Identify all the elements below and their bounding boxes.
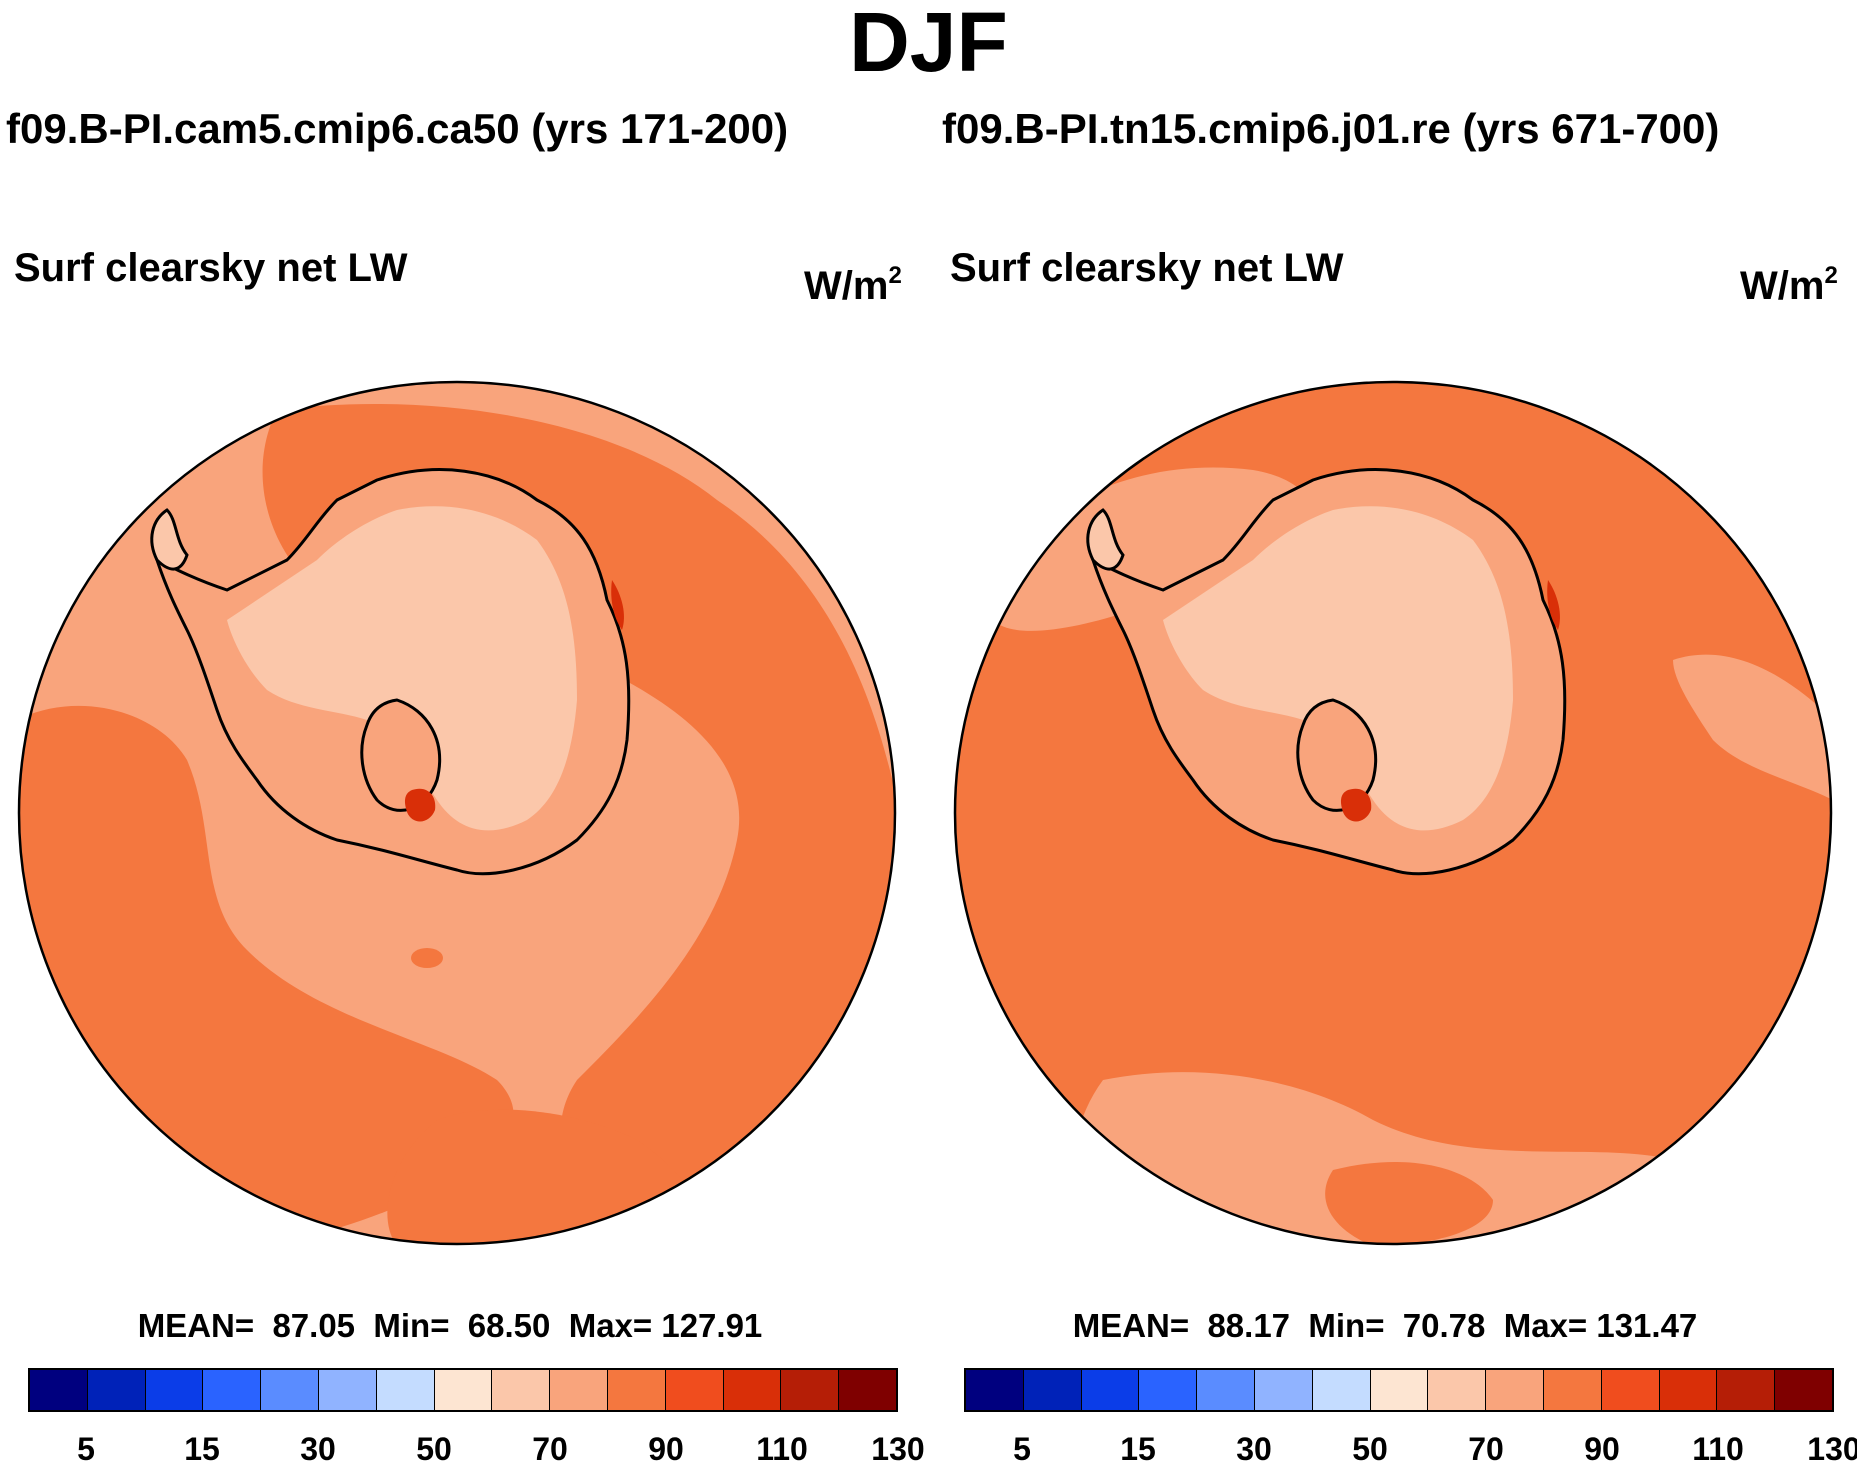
right-case-title: f09.B-PI.tn15.cmip6.j01.re (yrs 671-700) [942, 105, 1720, 152]
right-map-border [953, 380, 1833, 1246]
left-hotspot-east [611, 580, 624, 630]
left-stats: MEAN= 87.05 Min= 68.50 Max= 127.91 [137, 1307, 763, 1344]
right-colorbar [964, 1368, 1834, 1412]
left-case-title: f09.B-PI.cam5.cmip6.ca50 (yrs 171-200) [6, 105, 789, 152]
right-colorbar-swatch [1370, 1370, 1429, 1410]
right-colorbar-swatch [1543, 1370, 1602, 1410]
right-hotspot [1340, 788, 1372, 822]
left-polar-map [17, 380, 897, 1246]
left-colorbar-tick-label: 90 [648, 1431, 684, 1467]
right-colorbar-swatch [1081, 1370, 1140, 1410]
right-colorbar-tick-label: 5 [1013, 1431, 1031, 1467]
right-colorbar-tick-label: 15 [1120, 1431, 1156, 1467]
left-colorbar-swatch [839, 1370, 896, 1410]
right-colorbar-tick-label: 50 [1352, 1431, 1388, 1467]
left-colorbar-tick-label: 110 [756, 1431, 808, 1467]
left-units: W/m2 [804, 262, 902, 308]
right-colorbar-tick-label: 130 [1807, 1431, 1857, 1467]
right-ocean-high-south [1325, 1161, 1493, 1244]
right-colorbar-tick-label: 70 [1468, 1431, 1504, 1467]
right-colorbar-tick-label: 30 [1236, 1431, 1272, 1467]
right-ross-sea [1296, 698, 1378, 812]
left-colorbar-swatch [665, 1370, 724, 1410]
right-colorbar-swatch [1659, 1370, 1718, 1410]
right-colorbar-swatch [1601, 1370, 1660, 1410]
right-colorbar-swatch [1023, 1370, 1082, 1410]
left-colorbar-swatch [145, 1370, 204, 1410]
main-title: DJF [849, 0, 1008, 89]
left-colorbar-swatch [607, 1370, 666, 1410]
left-hotspot [404, 788, 436, 822]
left-colorbar [28, 1368, 898, 1412]
right-colorbar-tick-label: 90 [1584, 1431, 1620, 1467]
right-colorbar-swatch [1717, 1370, 1776, 1410]
left-colorbar-swatch [492, 1370, 551, 1410]
right-colorbar-swatch [1486, 1370, 1544, 1410]
left-colorbar-tick-label: 15 [184, 1431, 220, 1467]
left-colorbar-tick-label: 30 [300, 1431, 336, 1467]
right-ocean-mid-east [1673, 654, 1831, 800]
right-colorbar-swatch [1139, 1370, 1198, 1410]
right-colorbar-swatch [1254, 1370, 1313, 1410]
left-colorbar-swatch [261, 1370, 319, 1410]
left-colorbar-swatch [87, 1370, 146, 1410]
left-colorbar-tick-label: 50 [416, 1431, 452, 1467]
left-map-border [17, 380, 897, 1246]
right-colorbar-swatch [966, 1370, 1024, 1410]
left-colorbar-swatch [550, 1370, 608, 1410]
left-colorbar-swatch [434, 1370, 493, 1410]
right-colorbar-tick-label: 110 [1692, 1431, 1744, 1467]
right-antarctica-inner [1163, 506, 1513, 831]
right-variable-title: Surf clearsky net LW [950, 246, 1344, 290]
left-antarctica-inner [227, 506, 577, 831]
left-colorbar-swatch [781, 1370, 840, 1410]
left-colorbar-swatch [203, 1370, 262, 1410]
left-colorbar-swatch [376, 1370, 435, 1410]
left-colorbar-tick-label: 5 [77, 1431, 95, 1467]
left-variable-title: Surf clearsky net LW [14, 246, 408, 290]
left-colorbar-tick-label: 130 [871, 1431, 925, 1467]
left-peninsula [150, 508, 189, 571]
right-colorbar-swatch [1312, 1370, 1371, 1410]
right-hotspot-east [1547, 580, 1560, 630]
right-colorbar-swatch [1428, 1370, 1487, 1410]
right-colorbar-swatch [1775, 1370, 1832, 1410]
left-colorbar-tick-label: 70 [532, 1431, 568, 1467]
left-ross-sea [360, 698, 442, 812]
left-colorbar-swatch [318, 1370, 377, 1410]
left-blob [411, 948, 443, 968]
left-colorbar-swatch [30, 1370, 88, 1410]
right-ocean-mid-south [1069, 1072, 1679, 1244]
right-colorbar-swatch [1197, 1370, 1255, 1410]
right-polar-map [953, 380, 1833, 1246]
right-stats: MEAN= 88.17 Min= 70.78 Max= 131.47 [1072, 1307, 1698, 1344]
right-units: W/m2 [1740, 262, 1838, 308]
right-peninsula [1086, 508, 1125, 571]
left-colorbar-swatch [723, 1370, 782, 1410]
